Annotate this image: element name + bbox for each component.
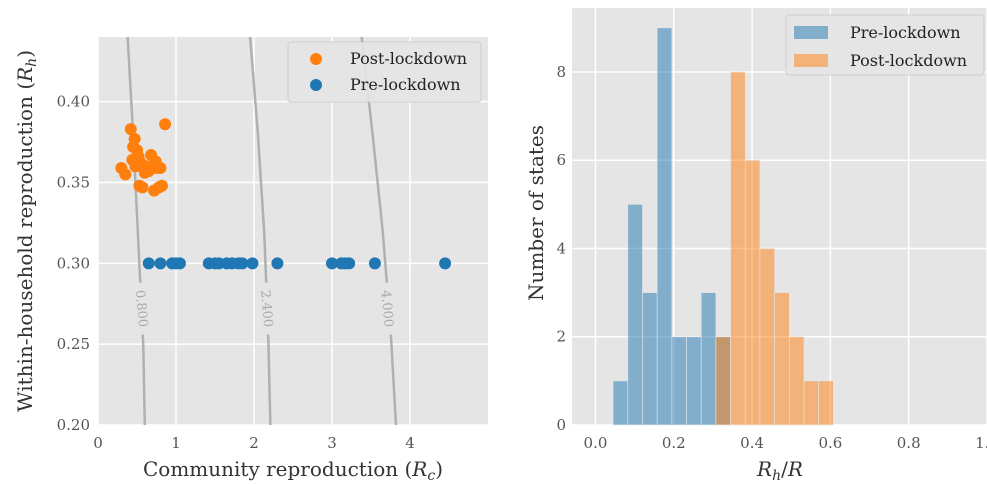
post-lockdown-point [124,123,137,136]
pre-lockdown-point [142,257,155,270]
pre-lockdown-point [326,257,338,270]
contour-label-1: 2.400 [257,289,275,327]
pre-lockdown-point [368,257,381,270]
post-lockdown-point [155,179,168,192]
histogram-x-ticks: 0.0 0.2 0.4 0.6 0.8 1.0 [584,434,987,452]
histogram-legend-box [785,14,985,76]
post-lockdown-point [126,153,139,166]
scatter-y-ticks: 0.20 0.25 0.30 0.35 0.40 [57,93,90,434]
post-lockdown-bar [774,292,790,426]
scatter-x-tick-label: 4 [405,434,415,452]
post-lockdown-point [136,181,149,194]
pre-lockdown-point [154,257,167,270]
scatter-y-tick-label: 0.35 [57,174,90,192]
histogram-y-tick-label: 8 [556,63,566,81]
scatter-points [115,118,452,270]
scatter-y-tick-label: 0.20 [57,416,90,434]
pre-lockdown-point [173,257,186,270]
histogram-y-tick-label: 6 [556,151,566,169]
pre-lockdown-bar [686,336,702,426]
legend-swatch-post-lockdown [794,54,828,67]
contour-label-0: 0.800 [132,289,150,327]
post-lockdown-point [119,168,132,181]
legend-marker-post-lockdown [310,53,322,65]
legend-label-pre-lockdown-hist: Pre-lockdown [850,23,961,42]
histogram-x-tick-label: 0.6 [818,434,842,452]
histogram-x-tick-label: 0.4 [740,434,764,452]
post-lockdown-bar [818,380,834,426]
contour-label-bg [132,282,149,335]
scatter-y-tick-label: 0.30 [57,254,90,272]
pre-lockdown-point [246,257,259,270]
post-lockdown-point [159,118,172,131]
histogram-panel: 0.0 0.2 0.4 0.6 0.8 1.0 0 2 4 6 8 Rh/R Number of … [524,8,987,484]
histogram-y-axis-label: Number of states [524,125,548,301]
scatter-x-tick-label: 1 [171,434,181,452]
post-lockdown-point [154,161,167,174]
post-lockdown-bar [730,71,746,426]
histogram-y-tick-label: 4 [556,239,566,257]
scatter-y-axis-label: Within-household reproduction (Rh) [13,50,40,412]
pre-lockdown-bar [612,380,629,426]
scatter-legend: Post-lockdown Pre-lockdown [287,41,482,103]
pre-lockdown-bar [671,336,687,426]
histogram-x-tick-label: 0.8 [897,434,921,452]
histogram-y-ticks: 0 2 4 6 8 [556,63,566,434]
histogram-x-tick-label: 1.0 [975,434,987,452]
histogram-x-tick-label: 0.2 [662,434,686,452]
scatter-x-axis-label: Community reproduction (Rc) [143,457,443,484]
pre-lockdown-point [236,257,249,270]
scatter-x-tick-label: 3 [327,434,337,452]
contour-line-0 [126,36,147,426]
histogram-y-tick-label: 2 [556,328,566,346]
legend-label-post-lockdown-hist: Post-lockdown [850,51,967,70]
histogram-x-tick-label: 0.0 [584,434,608,452]
legend-label-pre-lockdown: Pre-lockdown [350,75,461,94]
contour-label-bg [378,282,395,335]
legend-marker-pre-lockdown [310,79,322,91]
post-lockdown-bar [759,248,775,426]
post-lockdown-bar [803,380,819,426]
pre-lockdown-bar [627,204,643,426]
scatter-legend-box [287,41,482,103]
legend-label-post-lockdown: Post-lockdown [350,49,467,68]
scatter-x-ticks: 0 1 2 3 4 [93,434,415,452]
histogram-y-tick-label: 0 [556,416,566,434]
histogram-legend: Pre-lockdown Post-lockdown [785,14,985,76]
scatter-y-tick-label: 0.40 [57,93,90,111]
scatter-x-tick-label: 2 [249,434,259,452]
pre-lockdown-bar [642,292,658,426]
pre-lockdown-point [343,257,356,270]
legend-swatch-pre-lockdown [794,26,828,39]
post-lockdown-bar [715,336,731,426]
pre-lockdown-bar [656,27,673,426]
histogram-x-axis-label: Rh/R [756,457,803,484]
contour-line-1 [248,36,272,426]
post-lockdown-bar [788,336,805,426]
contour-label-bg [258,282,275,335]
pre-lockdown-point [439,257,452,270]
scatter-x-tick-label: 0 [93,434,103,452]
post-lockdown-bar [744,159,761,426]
contour-label-2: 4.000 [378,289,396,327]
pre-lockdown-bar [700,292,717,426]
scatter-y-tick-label: 0.25 [57,335,90,353]
post-lockdown-point [128,132,141,145]
pre-lockdown-point [271,257,284,270]
histogram-bars [612,27,834,426]
